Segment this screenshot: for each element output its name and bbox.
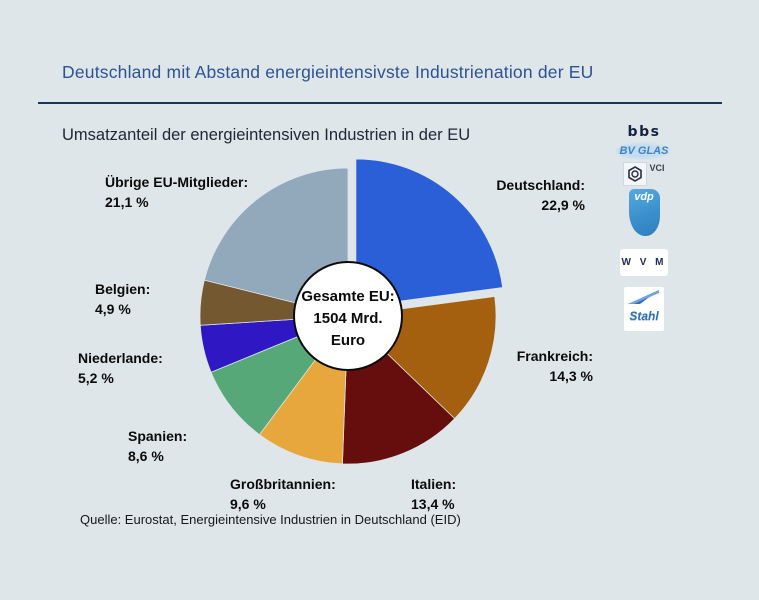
pie-center-circle [293, 261, 403, 371]
stahl-swoosh-icon [628, 290, 660, 310]
stahl-logo-text: Stahl [629, 309, 659, 323]
logo-column: bbs BV GLAS VCI vdp W V M Stahl [612, 124, 676, 331]
bbs-logo: bbs [627, 124, 661, 140]
pie-center-line1: Gesamte EU: [301, 288, 394, 305]
page-title: Deutschland mit Abstand energieintensivs… [62, 62, 594, 82]
vdp-logo: vdp [628, 189, 660, 236]
pie-label-uebrige-eu: Übrige EU-Mitglieder: 21,1 % [105, 174, 249, 210]
pie-label-deutschland: Deutschland: 22,9 % [496, 177, 585, 213]
pie-label-frankreich: Frankreich: 14,3 % [516, 348, 593, 384]
vci-logo-text: VCI [649, 163, 665, 173]
pie-label-belgien: Belgien: 4,9 % [95, 281, 151, 317]
vci-benzene-icon [623, 162, 648, 186]
pie-slice-deutschland [355, 158, 504, 308]
bv-glas-logo: BV GLAS [615, 142, 673, 160]
pie-label-grossbritannien: Großbritannien: 9,6 % [230, 476, 336, 512]
wvm-logo: W V M [620, 249, 668, 276]
source-note: Quelle: Eurostat, Energieintensive Indus… [80, 512, 461, 527]
pie-center-line2: 1504 Mrd. [313, 310, 382, 327]
chart-title: Umsatzanteil der energieintensiven Indus… [62, 126, 471, 144]
pie-chart: Gesamte EU: 1504 Mrd. Euro [180, 140, 520, 480]
pie-svg: Gesamte EU: 1504 Mrd. Euro [199, 158, 504, 465]
pie-label-spanien: Spanien: 8,6 % [128, 428, 188, 464]
vci-logo: VCI [623, 162, 665, 186]
stahl-logo: Stahl [624, 287, 664, 331]
pie-label-italien: Italien: 13,4 % [411, 476, 457, 512]
vdp-logo-text: vdp [634, 191, 654, 203]
pie-label-niederlande: Niederlande: 5,2 % [78, 350, 163, 386]
title-divider [38, 102, 722, 104]
pie-center-line3: Euro [331, 332, 365, 349]
